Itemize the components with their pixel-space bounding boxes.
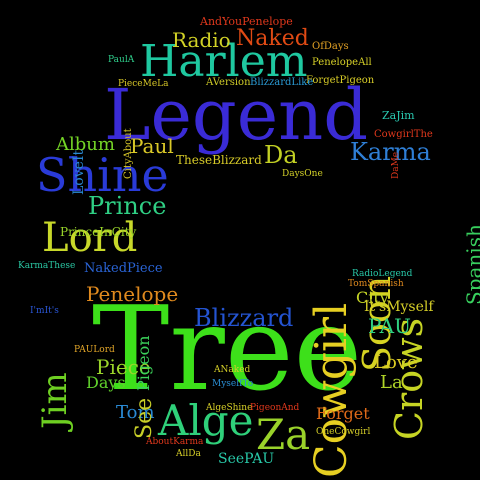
word-tomspanish: TomSpanish xyxy=(348,279,404,289)
word-tree: Tree xyxy=(92,282,363,417)
word-anaked: ANaked xyxy=(214,365,251,375)
word-da: Da xyxy=(264,141,298,169)
word-penelope: Penelope xyxy=(86,282,179,306)
word-radio: Radio xyxy=(172,28,231,52)
word-tom: Tom xyxy=(116,402,155,423)
word-theseblizzard: TheseBlizzard xyxy=(176,153,262,167)
word-la: La xyxy=(380,372,403,393)
word-radiolegend: RadioLegend xyxy=(352,269,413,279)
word-nakedpiece: NakedPiece xyxy=(84,261,163,276)
word-forget: Forget xyxy=(316,404,370,423)
word-aversion: AVersion xyxy=(206,77,251,88)
word-blizzardlike: BlizzardLike xyxy=(250,77,314,88)
word-myselfto: MyselfTo xyxy=(212,379,254,389)
word-spanish: Spanish xyxy=(462,224,480,305)
word-zajim: ZaJim xyxy=(382,109,415,122)
word-piece: Piece xyxy=(96,355,151,379)
word-blizzard: Blizzard xyxy=(194,304,294,332)
word-itsmyself: It'sMyself xyxy=(364,299,434,315)
word-legend: Legend xyxy=(104,74,369,156)
word-karma: Karma xyxy=(350,138,431,166)
word-imits: I'mIt's xyxy=(30,306,59,316)
word-penelopeall: PenelopeAll xyxy=(312,57,372,68)
word-see: See xyxy=(132,397,157,439)
word-cityabout: CityAbout xyxy=(123,128,134,179)
word-ofdays: OfDays xyxy=(312,41,349,52)
word-aboutkarma: AboutKarma xyxy=(146,437,204,447)
word-lord: Lord xyxy=(42,215,138,261)
word-pigeon: Pigeon xyxy=(134,335,153,391)
word-karmathese: KarmaThese xyxy=(18,261,76,271)
word-onecowgirl: OneCowgirl xyxy=(316,427,371,437)
word-piecemela: PieceMeLa xyxy=(118,79,169,89)
word-paulord: PAULord xyxy=(74,345,115,355)
word-andyoupenelope: AndYouPenelope xyxy=(200,15,293,28)
word-city: City xyxy=(356,288,389,307)
word-love: Love xyxy=(374,352,418,373)
word-forgetpigeon: ForgetPigeon xyxy=(306,75,375,86)
word-allda: AllDa xyxy=(176,449,201,459)
word-algeshine: AlgeShine xyxy=(206,403,253,413)
word-cowgirl: Cowgirl xyxy=(306,302,357,478)
word-jim: Jim xyxy=(35,372,75,429)
word-daysone: DaysOne xyxy=(282,169,323,179)
word-album: Album xyxy=(56,134,115,155)
word-days: Days xyxy=(86,373,126,392)
word-za: Za xyxy=(256,410,311,459)
word-dame: DaMe xyxy=(391,151,401,179)
word-princeincity: PrinceInCity xyxy=(60,225,137,239)
word-pigeonand: PigeonAnd xyxy=(250,403,300,413)
word-pau: PAU xyxy=(368,314,411,338)
word-seepau: SeePAU xyxy=(218,451,275,467)
word-prince: Prince xyxy=(88,192,167,220)
word-shine: Shine xyxy=(36,148,169,202)
word-alge: Alge xyxy=(158,396,254,445)
word-paula: PaulA xyxy=(108,55,135,65)
word-loveit: LoveIt xyxy=(71,149,87,195)
word-naked: Naked xyxy=(236,26,309,51)
word-paul: Paul xyxy=(130,134,174,158)
word-cowgirlthe: CowgirlThe xyxy=(374,129,433,140)
word-harlem: Harlem xyxy=(140,36,308,87)
